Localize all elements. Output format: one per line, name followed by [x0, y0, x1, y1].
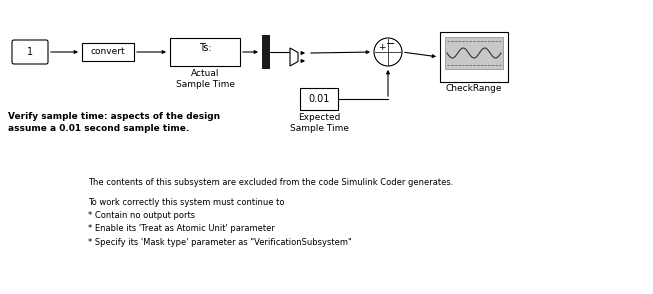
Text: The contents of this subsystem are excluded from the code Simulink Coder generat: The contents of this subsystem are exclu… [88, 178, 453, 187]
Text: Actual
Sample Time: Actual Sample Time [176, 69, 234, 89]
Text: convert: convert [91, 48, 125, 56]
Text: Verify sample time: aspects of the design
assume a 0.01 second sample time.: Verify sample time: aspects of the desig… [8, 112, 220, 133]
Text: Expected
Sample Time: Expected Sample Time [289, 113, 349, 133]
Polygon shape [290, 48, 298, 66]
FancyBboxPatch shape [300, 88, 338, 110]
FancyBboxPatch shape [12, 40, 48, 64]
FancyBboxPatch shape [170, 38, 240, 66]
Text: +: + [378, 43, 385, 52]
FancyBboxPatch shape [440, 32, 508, 82]
Text: 1: 1 [27, 47, 33, 57]
Circle shape [374, 38, 402, 66]
Text: Ts:: Ts: [199, 43, 212, 53]
Text: To work correctly this system must continue to
* Contain no output ports
* Enabl: To work correctly this system must conti… [88, 198, 352, 247]
FancyBboxPatch shape [445, 37, 503, 69]
Text: −: − [385, 39, 395, 49]
Text: CheckRange: CheckRange [446, 84, 502, 93]
Text: 0.01: 0.01 [308, 94, 330, 104]
FancyBboxPatch shape [82, 43, 134, 61]
FancyBboxPatch shape [262, 35, 270, 69]
